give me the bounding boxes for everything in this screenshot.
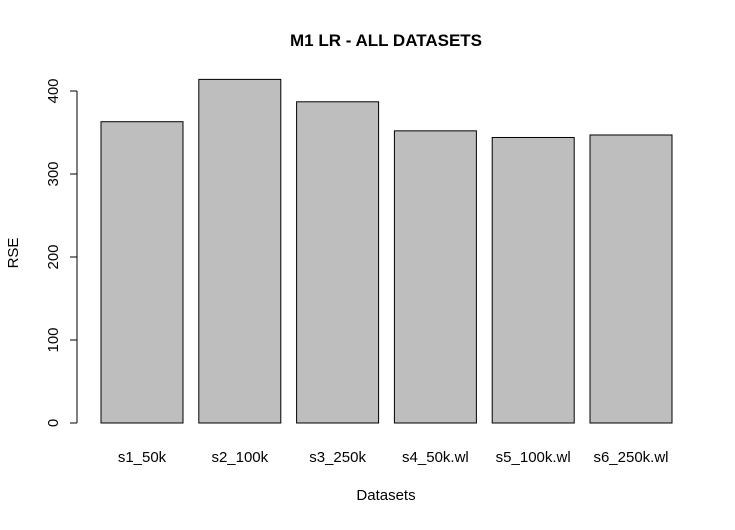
x-tick-label: s5_100k.wl (496, 449, 571, 466)
x-tick-label: s2_100k (211, 449, 268, 466)
y-axis: 0 100 200 300 400 (45, 78, 78, 427)
chart-title: M1 LR - ALL DATASETS (290, 31, 482, 50)
x-axis-label: Datasets (356, 487, 415, 504)
x-tick-label: s3_250k (309, 449, 366, 466)
x-tick-label: s1_50k (118, 449, 167, 466)
bar-s5_100k.wl (491, 136, 575, 424)
bar-s4_50k.wl (393, 130, 477, 424)
y-tick-label: 400 (45, 78, 62, 103)
y-tick-label: 200 (45, 244, 62, 269)
bar-s1_50k (100, 121, 184, 424)
y-tick-label: 100 (45, 327, 62, 352)
y-tick-label: 0 (45, 419, 62, 427)
y-axis-label: RSE (5, 238, 22, 269)
bar-s6_250k.wl (589, 134, 673, 424)
bar-s3_250k (296, 101, 380, 424)
x-tick-label: s4_50k.wl (402, 449, 469, 466)
x-tick-labels: s1_50k s2_100k s3_250k s4_50k.wl s5_100k.wl s… (118, 449, 669, 466)
y-tick-label: 300 (45, 161, 62, 186)
bar-s2_100k (198, 78, 282, 424)
bars-group (100, 78, 673, 424)
x-tick-label: s6_250k.wl (593, 449, 668, 466)
